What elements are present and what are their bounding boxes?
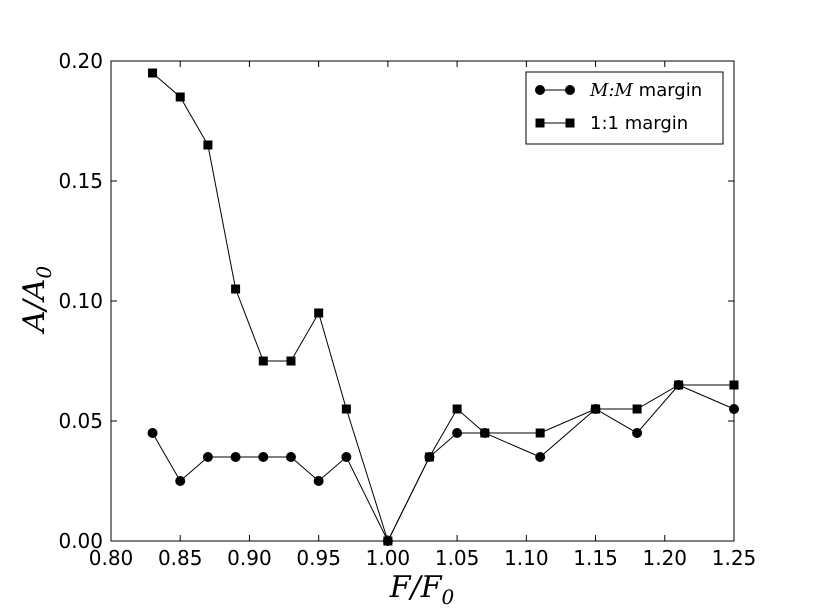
legend-marker <box>535 118 545 128</box>
legend: M:M margin 1:1 margin <box>525 71 724 145</box>
legend-box <box>525 71 724 145</box>
x-axis-label: F/F0 <box>389 570 455 609</box>
square-data-point <box>175 92 185 102</box>
square-data-point <box>632 404 642 414</box>
square-data-point <box>231 284 241 294</box>
circle-data-point <box>313 476 324 486</box>
x-tick-label: 0.85 <box>158 546 203 570</box>
y-axis-label: A/A0 <box>17 266 56 335</box>
square-data-point <box>452 404 462 414</box>
circle-data-point <box>452 428 463 438</box>
x-tick-label: 1.10 <box>504 546 549 570</box>
ticks-layer: 0.80 0.85 0.90 0.95 1.00 1.05 1.10 1.15 1.20 1.25… <box>58 49 756 570</box>
circle-data-point <box>632 428 643 438</box>
square-data-point <box>480 428 490 438</box>
square-data-point <box>341 404 351 414</box>
x-tick-label: 1.05 <box>435 546 480 570</box>
axis-labels: F/F0 A/A0 <box>17 266 455 609</box>
x-tick-label: 1.15 <box>573 546 618 570</box>
x-tick-label: 0.95 <box>296 546 341 570</box>
square-data-point <box>535 428 545 438</box>
x-tick-label: 0.90 <box>227 546 272 570</box>
square-data-point <box>148 68 158 78</box>
circle-data-point <box>285 452 296 462</box>
legend-marker <box>565 118 575 128</box>
y-tick-label: 0.05 <box>58 409 103 433</box>
square-data-point <box>314 308 324 318</box>
legend-marker <box>535 85 545 95</box>
circle-data-point <box>258 452 269 462</box>
legend-marker <box>565 85 575 95</box>
y-tick-label: 0.00 <box>58 529 103 553</box>
y-tick-label: 0.20 <box>58 49 103 73</box>
x-tick-label: 1.20 <box>643 546 688 570</box>
circle-data-point <box>535 452 546 462</box>
circle-data-point <box>175 476 186 486</box>
x-tick-label: 1.25 <box>712 546 757 570</box>
y-tick-label: 0.10 <box>58 289 103 313</box>
square-data-point <box>424 452 434 462</box>
x-tick-label: 0.80 <box>89 546 134 570</box>
circle-data-point <box>202 452 213 462</box>
y-tick-label: 0.15 <box>58 169 103 193</box>
square-data-point <box>286 356 296 366</box>
x-tick-label: 1.00 <box>366 546 411 570</box>
square-data-point <box>591 404 601 414</box>
square-data-point <box>203 140 213 150</box>
legend-label: M:M margin <box>589 80 702 101</box>
square-data-point <box>258 356 268 366</box>
circle-data-point <box>341 452 352 462</box>
square-data-point <box>674 380 684 390</box>
legend-label: 1:1 margin <box>590 113 688 134</box>
circle-data-point <box>147 428 158 438</box>
circle-data-point <box>230 452 241 462</box>
